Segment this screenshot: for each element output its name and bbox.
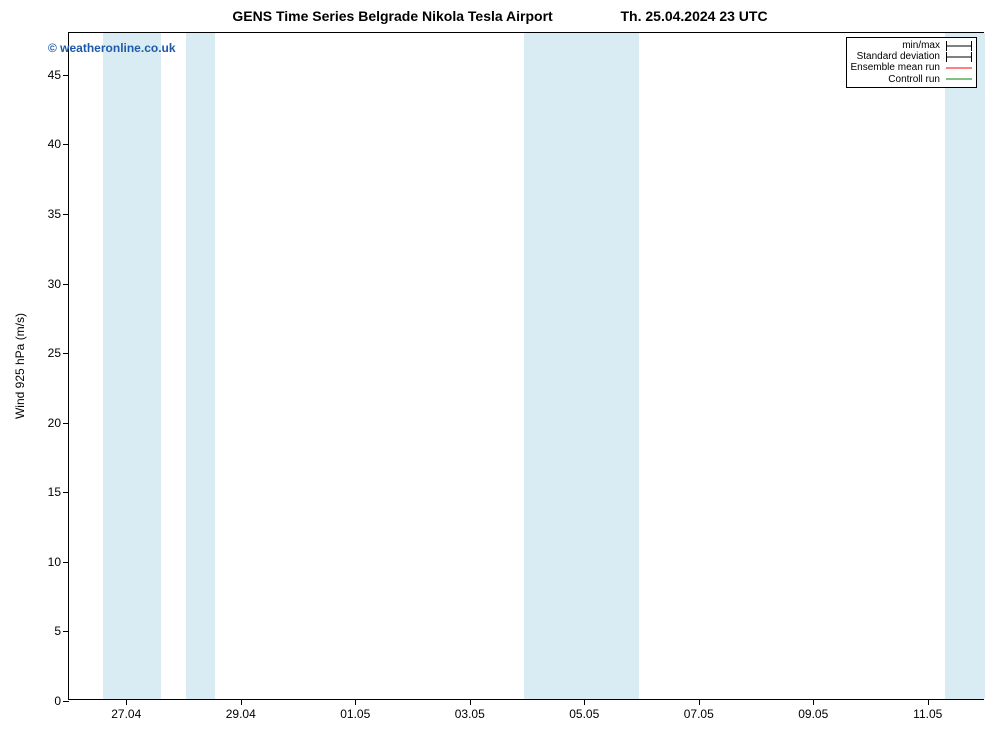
y-tick-mark <box>63 562 69 563</box>
legend-item: Controll run <box>851 74 973 85</box>
shaded-band <box>103 33 160 699</box>
legend-item-label: Ensemble mean run <box>851 62 941 73</box>
legend-swatch-icon <box>946 52 972 62</box>
x-tick-mark <box>241 699 242 705</box>
plot-area: 051015202530354045 27.0429.0401.0503.050… <box>68 32 984 700</box>
legend-item-label: Controll run <box>888 74 940 85</box>
legend-box: min/maxStandard deviationEnsemble mean r… <box>846 37 978 88</box>
x-tick-mark <box>928 699 929 705</box>
x-tick-mark <box>355 699 356 705</box>
x-tick-mark <box>126 699 127 705</box>
y-tick-mark <box>63 353 69 354</box>
legend-swatch-icon <box>946 74 972 84</box>
y-tick-mark <box>63 75 69 76</box>
legend-swatch-icon <box>946 41 972 51</box>
y-axis-label: Wind 925 hPa (m/s) <box>13 313 27 419</box>
y-tick-mark <box>63 284 69 285</box>
y-tick-mark <box>63 423 69 424</box>
legend-item: Ensemble mean run <box>851 62 973 73</box>
legend-swatch-icon <box>946 63 972 73</box>
chart-title-left: GENS Time Series Belgrade Nikola Tesla A… <box>232 8 552 24</box>
legend-item-label: Standard deviation <box>857 51 940 62</box>
chart-title-row: GENS Time Series Belgrade Nikola Tesla A… <box>0 8 1000 24</box>
y-tick-mark <box>63 492 69 493</box>
x-tick-mark <box>699 699 700 705</box>
shaded-band <box>524 33 639 699</box>
x-tick-mark <box>584 699 585 705</box>
x-tick-mark <box>470 699 471 705</box>
legend-item: min/max <box>851 40 973 51</box>
chart-title-right: Th. 25.04.2024 23 UTC <box>621 8 768 24</box>
x-tick-mark <box>813 699 814 705</box>
y-tick-mark <box>63 144 69 145</box>
watermark-text: © weatheronline.co.uk <box>48 41 176 55</box>
shaded-band <box>945 33 985 699</box>
chart-canvas: GENS Time Series Belgrade Nikola Tesla A… <box>0 0 1000 733</box>
y-tick-mark <box>63 701 69 702</box>
shaded-band <box>186 33 215 699</box>
y-tick-mark <box>63 214 69 215</box>
y-tick-mark <box>63 631 69 632</box>
legend-item-label: min/max <box>902 40 940 51</box>
legend-item: Standard deviation <box>851 51 973 62</box>
